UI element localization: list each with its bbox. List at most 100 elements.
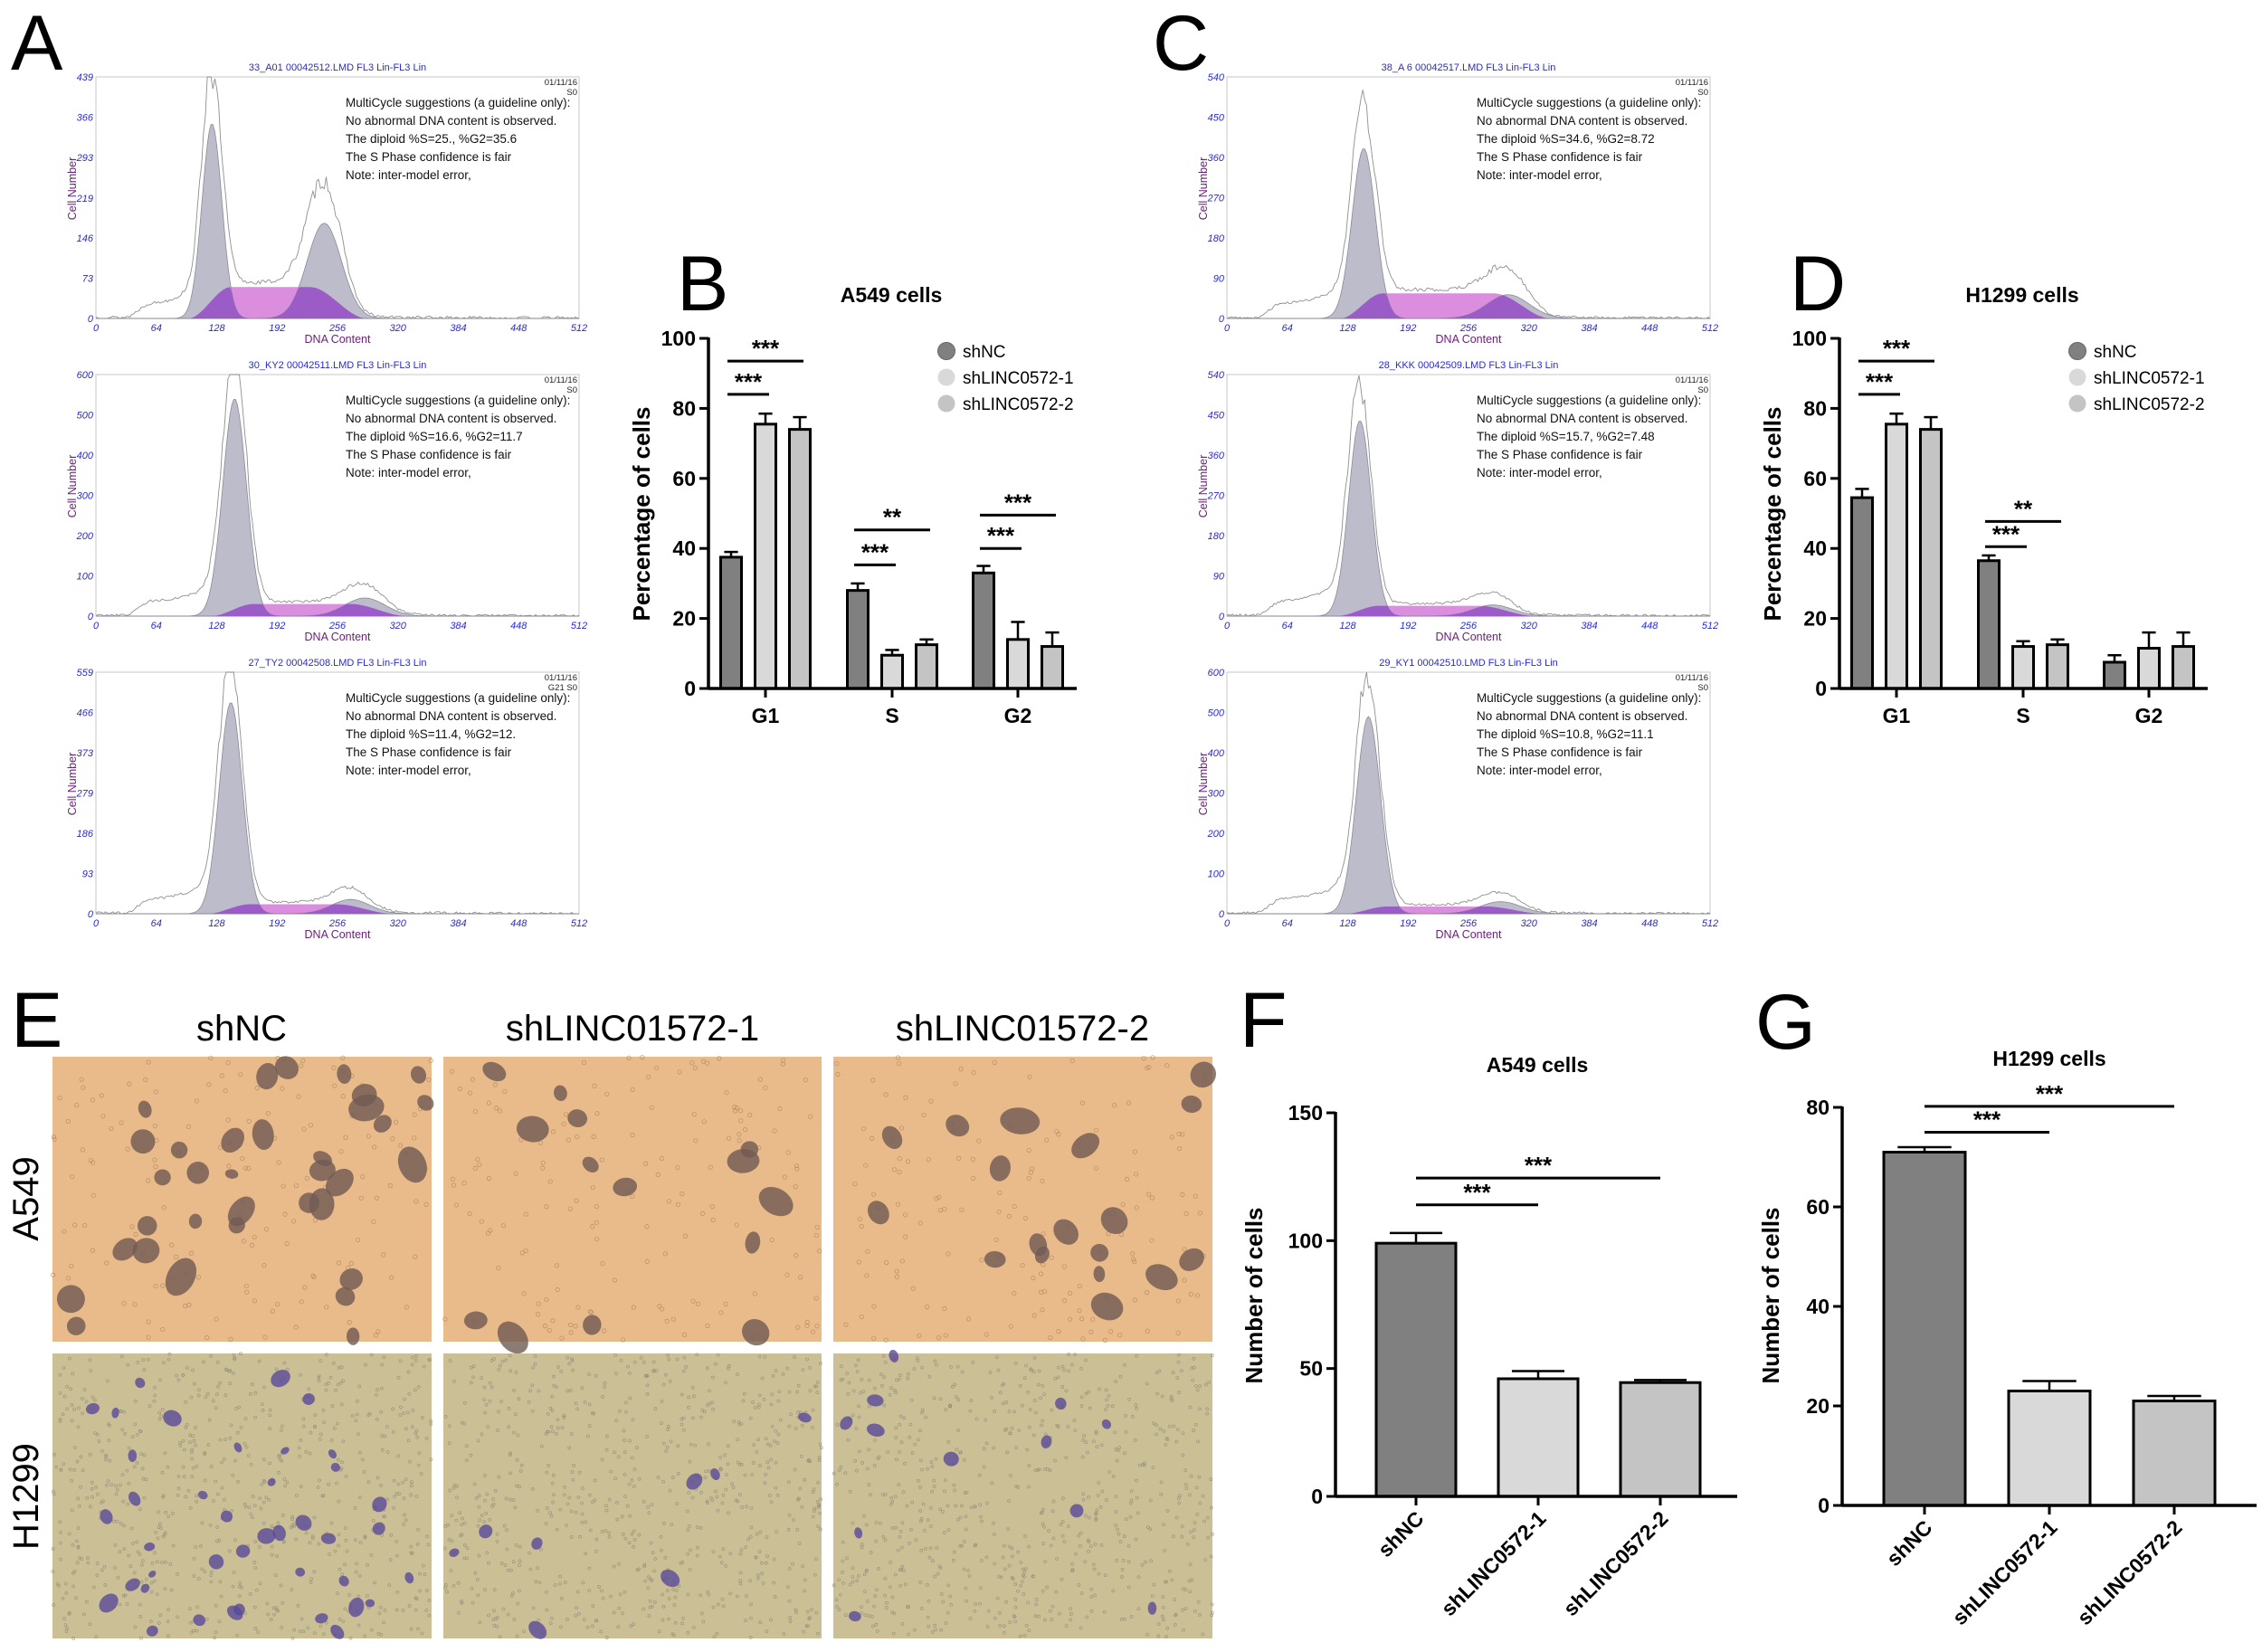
membrane-pore [189, 1630, 194, 1635]
membrane-pore [1113, 1430, 1117, 1435]
membrane-pore [143, 1077, 148, 1083]
membrane-pore [136, 1432, 139, 1437]
membrane-pore [1195, 1388, 1200, 1392]
membrane-pore [427, 1599, 432, 1602]
legend-label: shLINC0572-1 [963, 369, 1074, 388]
membrane-pore [442, 1316, 448, 1322]
membrane-pore [253, 1540, 258, 1543]
migrated-cell [193, 1614, 206, 1627]
membrane-pore [318, 1359, 323, 1362]
membrane-pore [497, 1108, 503, 1114]
membrane-pore [1033, 1410, 1038, 1415]
membrane-pore [181, 1373, 185, 1377]
membrane-pore [575, 1590, 580, 1594]
membrane-pore [100, 1568, 104, 1572]
membrane-pore [1152, 1582, 1156, 1587]
membrane-pore [672, 1603, 677, 1607]
membrane-pore [775, 1493, 780, 1497]
membrane-pore [587, 1402, 592, 1407]
membrane-pore [268, 1461, 271, 1466]
membrane-pore [580, 1386, 585, 1391]
membrane-pore [932, 1485, 936, 1488]
membrane-pore [916, 1478, 920, 1483]
membrane-pore [1080, 1455, 1085, 1459]
membrane-pore [1100, 1489, 1105, 1494]
membrane-pore [738, 1552, 743, 1556]
migrated-cell [1069, 1504, 1084, 1518]
membrane-pore [1161, 1595, 1165, 1600]
membrane-pore [614, 1419, 619, 1423]
legend-label: shLINC0572-1 [2094, 369, 2205, 388]
membrane-pore [402, 1523, 406, 1526]
membrane-pore [235, 1633, 239, 1638]
membrane-pore [896, 1548, 900, 1552]
membrane-pore [862, 1572, 867, 1577]
membrane-pore [772, 1128, 777, 1134]
membrane-pore [407, 1604, 412, 1608]
analysis-note: The diploid %S=16.6, %G2=11.7 [346, 430, 523, 443]
membrane-pore [118, 1602, 122, 1607]
membrane-pore [922, 1528, 927, 1533]
membrane-pore [575, 1134, 580, 1140]
membrane-pore [133, 1422, 138, 1427]
x-tick-label: 512 [571, 323, 587, 334]
membrane-pore [1077, 1533, 1081, 1538]
panel-label-e: E [11, 977, 62, 1064]
membrane-pore [617, 1562, 621, 1566]
membrane-pore [1111, 1474, 1116, 1478]
membrane-pore [375, 1476, 380, 1480]
y-tick-label: 0 [1219, 909, 1225, 920]
membrane-pore [90, 1480, 94, 1485]
membrane-pore [1083, 1514, 1088, 1518]
membrane-pore [103, 1457, 108, 1462]
membrane-pore [718, 1467, 723, 1472]
migrated-cell [404, 1571, 414, 1584]
membrane-pore [1150, 1594, 1155, 1598]
membrane-pore [559, 1335, 565, 1341]
membrane-pore [1198, 1407, 1202, 1411]
membrane-pore [1010, 1576, 1014, 1580]
membrane-pore [628, 1514, 632, 1518]
membrane-pore [182, 1475, 186, 1479]
membrane-pore [665, 1445, 670, 1449]
membrane-pore [276, 1160, 281, 1165]
membrane-pore [1209, 1554, 1213, 1559]
membrane-pore [1134, 1537, 1138, 1542]
membrane-pore [898, 1529, 903, 1533]
membrane-pore [1149, 1195, 1155, 1201]
membrane-pore [335, 1481, 339, 1486]
membrane-pore [332, 1426, 337, 1430]
membrane-pore [632, 1622, 636, 1627]
membrane-pore [547, 1179, 553, 1184]
membrane-pore [993, 1616, 997, 1620]
membrane-pore [1089, 1609, 1094, 1613]
membrane-pore [328, 1375, 333, 1380]
membrane-pore [127, 1081, 132, 1087]
migrated-cell [295, 1514, 312, 1531]
membrane-pore [347, 1319, 352, 1325]
membrane-pore [1072, 1419, 1077, 1422]
membrane-pore [690, 1386, 695, 1390]
membrane-pore [653, 1407, 658, 1410]
membrane-pore [460, 1601, 464, 1605]
migrated-cell [235, 1544, 251, 1558]
row-label-h1299: H1299 [6, 1443, 46, 1550]
membrane-pore [1094, 1429, 1098, 1434]
membrane-pore [203, 1450, 207, 1455]
membrane-pore [218, 1438, 223, 1442]
membrane-pore [1184, 1486, 1189, 1491]
membrane-pore [65, 1407, 70, 1411]
membrane-pore [156, 1536, 160, 1541]
y-tick-label: 100 [661, 327, 696, 350]
membrane-pore [147, 1404, 152, 1409]
membrane-pore [508, 1453, 512, 1457]
membrane-pore [290, 1219, 297, 1224]
membrane-pore [385, 1450, 390, 1454]
membrane-pore [1074, 1552, 1078, 1556]
membrane-pore [958, 1067, 964, 1072]
membrane-pore [559, 1370, 564, 1373]
membrane-pore [734, 1106, 740, 1111]
membrane-pore [601, 1395, 604, 1399]
membrane-pore [554, 1263, 559, 1268]
